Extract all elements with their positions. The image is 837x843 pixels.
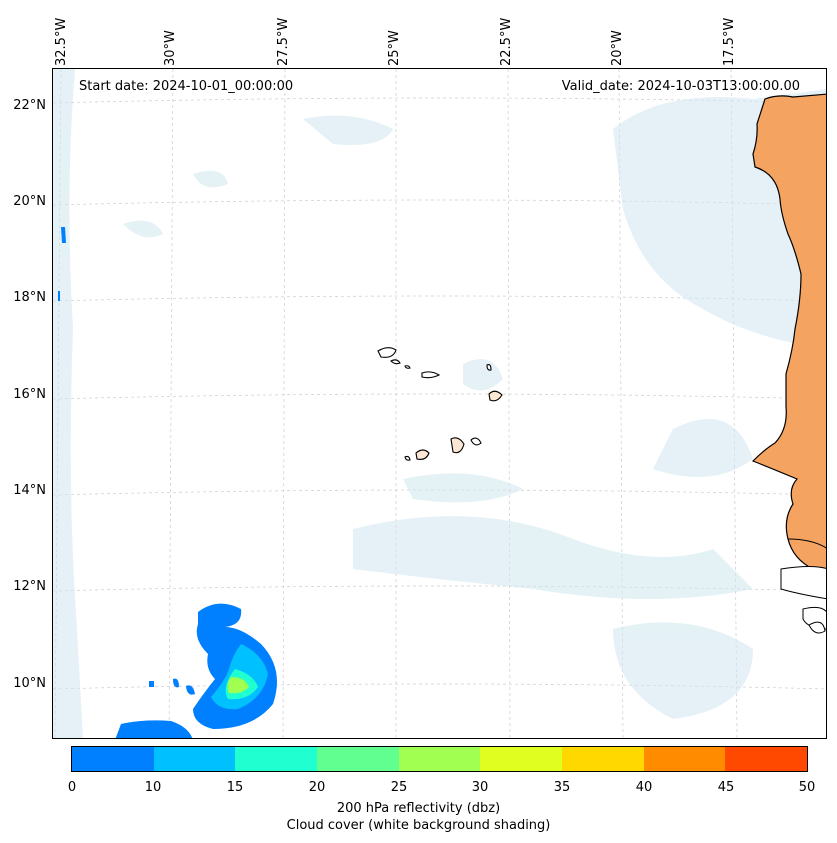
lat-tick: 18°N [13,290,46,305]
colorbar-segment [235,747,318,771]
colorbar-tick: 40 [635,780,653,795]
cloud-cover-shading [53,69,826,738]
lat-tick: 12°N [13,579,46,594]
colorbar-tick: 50 [798,780,816,795]
reflectivity-colorbar [71,746,808,772]
start-date-label: Start date: 2024-10-01_00:00:00 [79,79,294,94]
valid-date-label: Valid_date: 2024-10-03T13:00:00.00 [561,79,800,94]
lon-tick: 27.5°W [276,17,291,66]
colorbar-segment [562,747,644,771]
colorbar-segment [317,747,399,771]
lon-tick: 25°W [387,30,402,66]
colorbar-tick: 30 [471,780,489,795]
lon-tick: 17.5°W [722,17,737,66]
colorbar-sublabel: Cloud cover (white background shading) [286,818,551,833]
colorbar-tick: 20 [308,780,326,795]
lat-tick: 22°N [13,98,46,113]
graticule [53,69,826,738]
lat-tick: 16°N [13,387,46,402]
colorbar-segment [398,747,481,771]
lat-tick: 14°N [13,483,46,498]
africa-landmass [751,93,826,589]
lat-tick: 20°N [13,194,46,209]
colorbar-tick: 10 [144,780,162,795]
colorbar-segment [643,747,726,771]
reflectivity-echo-area [58,227,277,738]
colorbar-tick: 25 [390,780,408,795]
colorbar-label: 200 hPa reflectivity (dbz) [336,801,501,816]
colorbar-segment [725,747,808,771]
lon-tick: 20°W [610,30,625,66]
colorbar-segment [153,747,236,771]
lon-tick: 30°W [163,30,178,66]
colorbar-segment [72,747,154,771]
colorbar-tick: 0 [67,780,77,795]
colorbar-tick: 35 [553,780,571,795]
cape-verde-islands [377,347,503,461]
map-panel[interactable]: Start date: 2024-10-01_00:00:00 Valid_da… [52,68,827,739]
lon-tick: 22.5°W [499,17,514,66]
colorbar-tick: 45 [717,780,735,795]
map-canvas [53,69,826,738]
lon-tick: 32.5°W [54,17,69,66]
lat-tick: 10°N [13,676,46,691]
colorbar-tick: 15 [226,780,244,795]
colorbar-segment [480,747,563,771]
